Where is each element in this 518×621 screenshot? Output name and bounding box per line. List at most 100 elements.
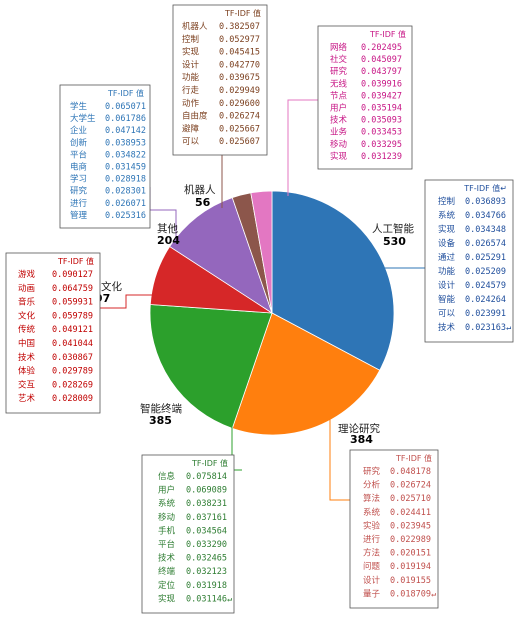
tfidf-value: 0.025710 [390, 494, 431, 504]
tfidf-value: 0.028301 [105, 187, 146, 197]
tfidf-term: 设计 [438, 280, 456, 291]
tfidf-value: 0.075814 [186, 472, 227, 482]
tfidf-term: 平台 [158, 539, 175, 550]
tfidf-value: 0.028009 [52, 394, 93, 404]
tfidf-value: 0.023945 [390, 521, 431, 531]
tfidf-value: 0.026574 [465, 239, 506, 249]
tfidf-value: 0.033295 [361, 140, 402, 150]
tfidf-value: 0.041044 [52, 339, 93, 349]
tfidf-table-title: TF-IDF 值 [191, 458, 228, 468]
tfidf-term: 技术 [158, 553, 176, 564]
tfidf-value: 0.039675 [219, 73, 260, 83]
tfidf-term: 移动 [330, 139, 348, 150]
tfidf-term: 用户 [330, 103, 347, 114]
tfidf-term: 音乐 [18, 297, 36, 308]
tfidf-value: 0.038953 [105, 138, 146, 148]
tfidf-value: 0.064759 [52, 284, 93, 294]
tfidf-value: 0.034766 [465, 211, 506, 221]
tfidf-value: 0.031146↵ [186, 594, 232, 604]
tfidf-term: 自由度 [182, 111, 208, 122]
tfidf-term: 社交 [330, 54, 348, 65]
tfidf-term: 艺术 [18, 393, 36, 404]
tfidf-value: 0.022989 [390, 535, 431, 545]
tfidf-term: 大学生 [70, 113, 96, 124]
tfidf-value: 0.023991 [465, 309, 506, 319]
tfidf-term: 控制 [182, 34, 199, 45]
tfidf-term: 算法 [363, 493, 380, 504]
tfidf-table-border [317, 25, 413, 170]
leader-ai [322, 264, 425, 269]
leader-art [100, 294, 152, 309]
tfidf-term: 节点 [330, 91, 348, 101]
tfidf-value: 0.065071 [105, 102, 146, 112]
tfidf-term: 学生 [70, 101, 88, 112]
tfidf-value: 0.047142 [105, 126, 146, 136]
tfidf-term: 系统 [158, 498, 176, 509]
tfidf-value: 0.045415 [219, 48, 260, 58]
tfidf-value: 0.024264 [465, 295, 506, 305]
tfidf-term: 手机 [158, 525, 176, 536]
tfidf-term: 量子 [363, 589, 381, 599]
tfidf-term: 实现 [330, 151, 348, 162]
tfidf-term: 技术 [330, 115, 348, 126]
tfidf-term: 功能 [438, 266, 456, 277]
tfidf-value: 0.019194 [390, 562, 431, 572]
tfidf-term: 中国 [18, 338, 35, 349]
tfidf-value: 0.024579 [465, 281, 506, 291]
tfidf-term: 技术 [18, 352, 36, 363]
tfidf-table-title: TF-IDF 值 [395, 453, 432, 463]
tfidf-value: 0.018709↵ [390, 589, 436, 599]
tfidf-value: 0.059931 [52, 298, 93, 308]
tfidf-term: 交互 [18, 379, 36, 390]
tfidf-value: 0.033453 [361, 128, 402, 138]
tfidf-value: 0.026274 [219, 112, 260, 122]
tfidf-term: 行走 [182, 85, 200, 96]
pie-slice-3 [149, 304, 273, 429]
tfidf-term: 机器人 [182, 21, 208, 32]
tfidf-term: 功能 [182, 72, 200, 83]
tfidf-value: 0.028918 [105, 175, 146, 185]
tfidf-value: 0.034822 [105, 150, 146, 160]
tfidf-value: 0.059789 [52, 311, 93, 321]
category-count-1: 530 [383, 235, 406, 248]
tfidf-value: 0.026071 [105, 199, 146, 209]
tfidf-value: 0.030867 [52, 353, 93, 363]
tfidf-term: 平台 [70, 149, 87, 160]
tfidf-term: 研究 [363, 466, 381, 477]
tfidf-value: 0.024411 [390, 508, 431, 518]
tfidf-term: 实现 [182, 47, 200, 58]
tfidf-table-border [141, 454, 235, 614]
tfidf-value: 0.031918 [186, 581, 227, 591]
tfidf-value: 0.028269 [52, 380, 93, 390]
tfidf-value: 0.032465 [186, 554, 227, 564]
category-label-2: 理论研究 [338, 422, 380, 435]
category-label-6: 机器人 [184, 183, 216, 196]
tfidf-table-border [5, 252, 101, 414]
tfidf-value: 0.025209 [465, 267, 506, 277]
tfidf-value: 0.031459 [105, 163, 146, 173]
tfidf-value: 0.039916 [361, 79, 402, 89]
tfidf-value: 0.382507 [219, 22, 260, 32]
tfidf-value: 0.035194 [361, 104, 402, 114]
tfidf-value: 0.029949 [219, 86, 260, 96]
tfidf-term: 智能 [438, 294, 456, 305]
tfidf-value: 0.069089 [186, 486, 227, 496]
tfidf-value: 0.025316 [105, 211, 146, 221]
category-label-3: 智能终端 [140, 402, 182, 415]
tfidf-term: 设计 [182, 59, 200, 70]
tfidf-value: 0.029789 [52, 367, 93, 377]
tfidf-term: 定位 [158, 580, 176, 591]
tfidf-value: 0.034564 [186, 526, 227, 536]
tfidf-term: 实验 [363, 520, 381, 531]
tfidf-table-border [349, 449, 439, 609]
tfidf-value: 0.020151 [390, 549, 431, 559]
tfidf-value: 0.023163↵ [465, 323, 511, 333]
tfidf-value: 0.035093 [361, 116, 402, 126]
tfidf-term: 文化 [18, 310, 36, 321]
category-label-1: 人工智能 [372, 222, 414, 235]
tfidf-value: 0.090127 [52, 270, 93, 280]
tfidf-term: 电商 [70, 162, 87, 173]
tfidf-value: 0.039427 [361, 91, 402, 101]
